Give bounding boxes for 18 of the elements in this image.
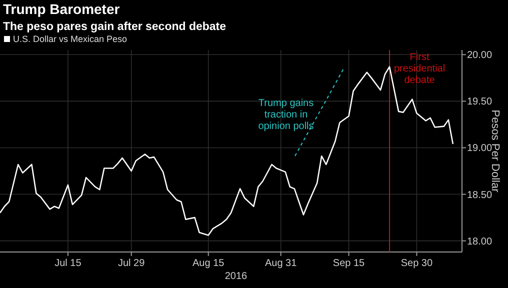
x-tick-label: Sep 30 (400, 258, 433, 269)
x-axis-title: 2016 (224, 271, 248, 282)
y-tick-label: 18.50 (467, 190, 492, 201)
chart-title: Trump Barometer (3, 1, 120, 17)
x-tick-label: Aug 15 (192, 258, 225, 269)
chart-subtitle: The peso pares gain after second debate (3, 21, 226, 33)
y-tick-label: 19.50 (467, 96, 492, 108)
x-tick-label: Sep 15 (332, 258, 366, 269)
y-tick-label: 20.00 (467, 50, 492, 62)
x-tick-label: Aug 31 (264, 258, 298, 269)
y-tick-label: 18.00 (467, 236, 492, 248)
x-tick-label: Jul 29 (118, 258, 146, 269)
ref-line-label: First presidential debate (394, 52, 446, 86)
x-tick-label: Jul 15 (54, 258, 82, 269)
legend-label: U.S. Dollar vs Mexican Peso (13, 34, 128, 44)
y-tick-label: 19.00 (467, 143, 492, 154)
annotation: Trump gains traction in opinion polls (258, 98, 314, 132)
line-series (0, 66, 454, 236)
